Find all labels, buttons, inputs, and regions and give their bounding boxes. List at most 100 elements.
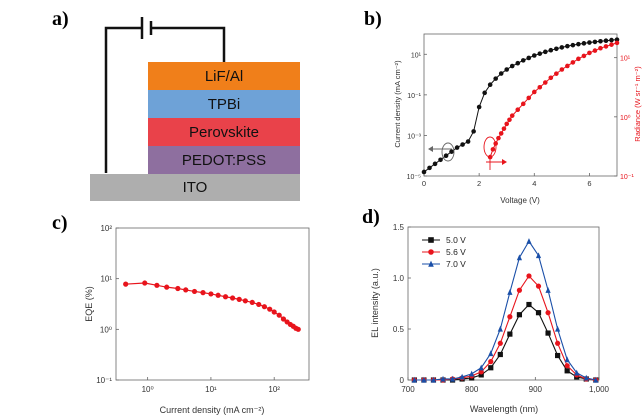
tick-label: 10² xyxy=(100,224,112,233)
x-axis-label: Voltage (V) xyxy=(500,196,540,205)
data-point xyxy=(515,60,521,66)
data-point xyxy=(154,282,160,288)
data-point xyxy=(537,84,543,90)
data-point xyxy=(507,331,513,337)
data-point xyxy=(469,370,475,377)
data-point xyxy=(564,363,570,369)
y-axis-label-left: Current density (mA cm⁻²) xyxy=(393,60,402,148)
data-point xyxy=(587,40,592,45)
data-point xyxy=(614,37,620,42)
data-point xyxy=(614,40,620,46)
data-point xyxy=(200,290,206,296)
data-point xyxy=(497,340,503,346)
data-point xyxy=(537,51,543,56)
data-point xyxy=(427,165,432,171)
data-point xyxy=(256,301,262,308)
data-point xyxy=(507,289,513,295)
layer-ito: ITO xyxy=(90,174,300,201)
data-point xyxy=(411,376,417,383)
data-point xyxy=(603,38,609,43)
annotation-arrowhead-red xyxy=(502,159,507,165)
circuit-wire-right xyxy=(152,26,226,62)
data-point xyxy=(603,44,609,49)
data-point xyxy=(555,352,561,359)
data-point xyxy=(164,284,170,290)
tick-label: 800 xyxy=(465,385,479,394)
layer-label: TPBi xyxy=(207,95,241,113)
layer-label: Perovskite xyxy=(188,123,260,141)
tick-label: 10⁰ xyxy=(142,385,154,394)
tick-label: 10⁻³ xyxy=(407,133,421,140)
data-point xyxy=(142,280,148,286)
data-point xyxy=(460,142,465,147)
tick-label: 1.0 xyxy=(393,274,405,283)
data-point xyxy=(497,325,503,332)
tick-label: 10² xyxy=(268,385,280,394)
data-point xyxy=(570,60,576,65)
data-point xyxy=(482,90,487,96)
legend-label: 7.0 V xyxy=(446,259,466,269)
data-point xyxy=(276,312,282,318)
data-point xyxy=(531,53,537,58)
tick-label: 0 xyxy=(422,179,426,188)
data-point xyxy=(242,298,248,304)
data-point xyxy=(592,39,598,45)
data-point xyxy=(471,129,476,134)
data-point xyxy=(515,107,521,113)
data-point xyxy=(598,45,603,51)
tick-label: 10¹ xyxy=(100,275,112,284)
plot-frame xyxy=(423,33,618,177)
panel-label-a: a) xyxy=(52,8,69,30)
x-axis-label: Current density (mA cm⁻²) xyxy=(160,405,265,415)
layer-tpbi: TPBi xyxy=(148,90,300,118)
data-point xyxy=(208,291,214,297)
series-line xyxy=(489,42,618,158)
data-point xyxy=(576,41,581,47)
data-point xyxy=(548,47,554,53)
data-point xyxy=(476,104,482,110)
data-point xyxy=(465,139,471,144)
data-point xyxy=(543,49,548,55)
data-point xyxy=(526,301,532,308)
data-point xyxy=(507,117,512,123)
data-point xyxy=(488,365,494,371)
data-point xyxy=(526,55,532,61)
data-point xyxy=(609,42,614,47)
tick-label: 10⁻⁵ xyxy=(407,174,421,181)
data-point xyxy=(565,63,570,69)
layer-pedot-pss: PEDOT:PSS xyxy=(148,146,300,174)
data-point xyxy=(554,71,559,76)
y-axis-label-right: Radiance (W sr⁻¹ m⁻²) xyxy=(633,66,642,142)
legend-label: 5.0 V xyxy=(446,235,466,245)
tick-label: 2 xyxy=(477,179,481,188)
tick-label: 0 xyxy=(400,376,405,385)
data-point xyxy=(555,325,561,332)
data-point xyxy=(504,121,510,127)
data-point xyxy=(555,340,561,346)
y-axis-label: EQE (%) xyxy=(84,286,94,322)
y-axis-label: EL intensity (a.u.) xyxy=(370,268,380,338)
legend-label: 5.6 V xyxy=(446,247,466,257)
data-point xyxy=(430,376,437,383)
tick-label: 4 xyxy=(532,179,536,188)
tick-label: 6 xyxy=(587,179,591,188)
data-point xyxy=(449,149,454,154)
data-point xyxy=(271,309,277,315)
data-point xyxy=(421,376,427,383)
circuit-wire-left xyxy=(104,26,142,173)
data-point xyxy=(516,254,523,261)
data-point xyxy=(509,113,515,118)
data-point xyxy=(459,373,465,380)
data-point xyxy=(222,294,229,300)
tick-label: 10⁰ xyxy=(620,114,631,122)
data-point xyxy=(496,135,501,141)
data-point xyxy=(520,101,526,107)
data-point xyxy=(526,238,532,244)
data-point xyxy=(509,63,515,69)
data-point xyxy=(559,67,565,72)
tick-label: 10⁻¹ xyxy=(96,376,112,385)
data-point xyxy=(493,76,498,81)
data-point xyxy=(535,310,542,316)
